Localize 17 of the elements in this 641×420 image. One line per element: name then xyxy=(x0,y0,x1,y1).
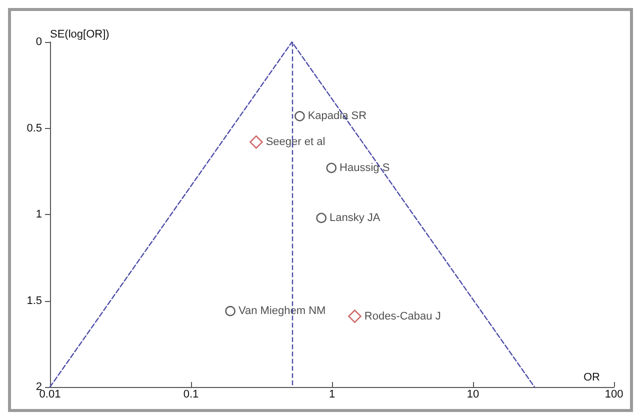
series-label: Van Mieghem NM xyxy=(238,305,326,318)
x-axis-title: OR xyxy=(584,372,600,384)
series-label: Lansky JA xyxy=(329,212,381,224)
x-tick-label: 100 xyxy=(604,388,624,400)
x-tick-label: 0.1 xyxy=(183,388,199,400)
y-tick-label: 1.5 xyxy=(26,294,42,307)
y-tick-label: 0 xyxy=(36,36,42,48)
series-label: Haussig S xyxy=(340,162,390,174)
x-tick-label: 10 xyxy=(466,388,480,400)
x-tick-label: 0.01 xyxy=(39,388,61,400)
series-label: Kapadia SR xyxy=(308,110,367,122)
series-label: Rodes-Cabau J xyxy=(364,310,441,322)
y-axis-title: SE(log[OR]) xyxy=(50,28,110,40)
x-tick-label: 1 xyxy=(328,388,336,400)
y-tick-label: 0.5 xyxy=(26,122,42,134)
series-label: Seeger et al xyxy=(266,136,326,148)
y-tick-label: 1 xyxy=(36,208,42,220)
